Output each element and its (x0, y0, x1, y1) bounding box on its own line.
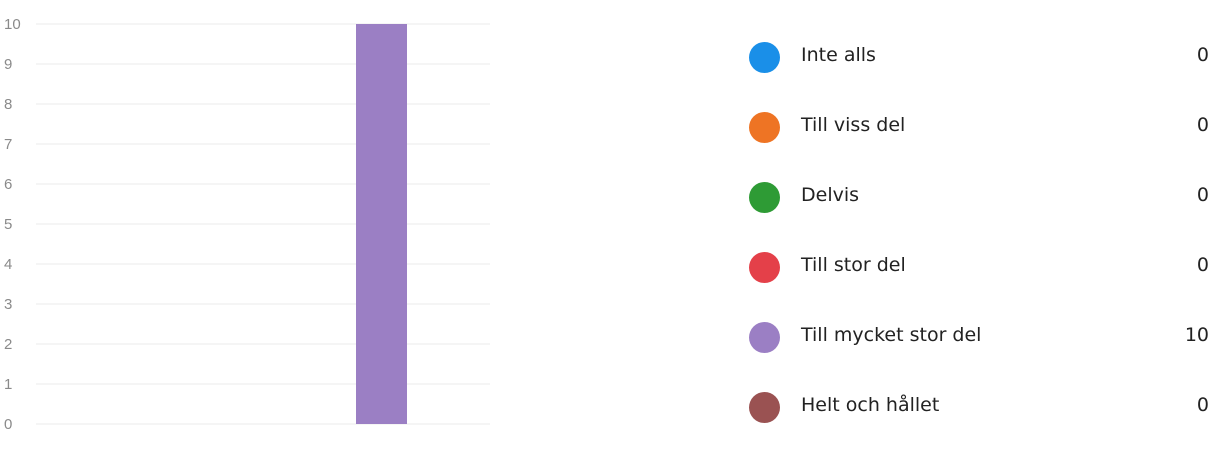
legend-label: Inte alls (801, 44, 876, 66)
y-tick-label: 2 (4, 336, 12, 353)
legend-count: 0 (1196, 184, 1209, 206)
legend-label: Till mycket stor del (801, 324, 982, 346)
legend-count: 0 (1196, 44, 1209, 66)
legend-item-helt-och-hallet[interactable]: Helt och hållet 0 (745, 386, 1215, 456)
y-tick-label: 8 (4, 96, 12, 113)
y-tick-label: 3 (4, 296, 12, 313)
legend-count: 10 (1184, 324, 1209, 346)
legend-label: Till stor del (801, 254, 906, 276)
legend-dot-green (749, 182, 780, 213)
chart-svg: 0 1 2 3 4 5 6 7 8 9 10 (4, 16, 490, 430)
legend-dot-blue (749, 42, 780, 73)
legend-dot-brown (749, 392, 780, 423)
legend-count: 0 (1196, 254, 1209, 276)
legend-dot-purple (749, 322, 780, 353)
y-tick-label: 9 (4, 56, 12, 73)
bar-chart: 0 1 2 3 4 5 6 7 8 9 10 (0, 0, 500, 430)
legend-label: Helt och hållet (801, 394, 940, 416)
legend-item-till-stor-del[interactable]: Till stor del 0 (745, 246, 1215, 316)
legend-item-inte-alls[interactable]: Inte alls 0 (745, 36, 1215, 106)
y-tick-label: 6 (4, 176, 12, 193)
y-tick-label: 0 (4, 416, 12, 430)
legend-label: Till viss del (801, 114, 906, 136)
legend-count: 0 (1196, 394, 1209, 416)
legend-item-till-viss-del[interactable]: Till viss del 0 (745, 106, 1215, 176)
bar-till-mycket-stor-del[interactable] (356, 24, 407, 424)
y-tick-label: 1 (4, 376, 12, 393)
legend-item-till-mycket-stor-del[interactable]: Till mycket stor del 10 (745, 316, 1215, 386)
y-tick-label: 4 (4, 256, 12, 273)
legend-label: Delvis (801, 184, 860, 206)
legend-item-delvis[interactable]: Delvis 0 (745, 176, 1215, 246)
y-tick-label: 5 (4, 216, 12, 233)
legend-dot-orange (749, 112, 780, 143)
legend: Inte alls 0 Till viss del 0 Delvis 0 Til… (745, 36, 1215, 456)
legend-dot-red (749, 252, 780, 283)
y-tick-label: 10 (4, 16, 21, 33)
legend-count: 0 (1196, 114, 1209, 136)
y-tick-label: 7 (4, 136, 12, 153)
